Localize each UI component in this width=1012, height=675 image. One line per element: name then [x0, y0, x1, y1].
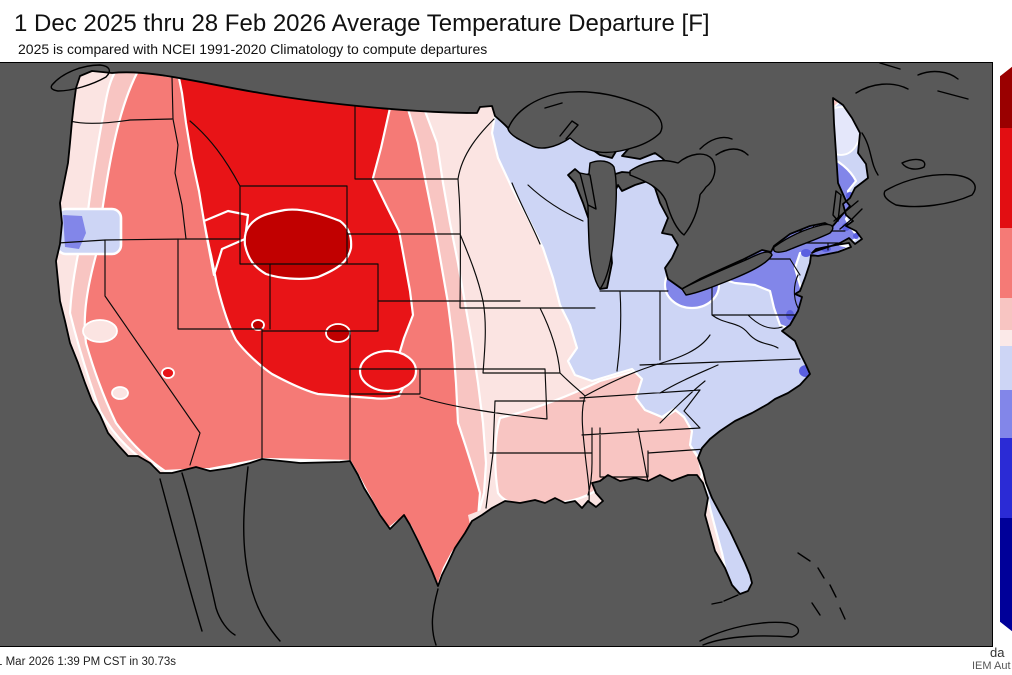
contour-darkred-core — [243, 208, 353, 280]
temperature-colorbar — [1000, 66, 1012, 632]
florida-keys — [711, 594, 739, 605]
contour-red-panhandle-blob — [358, 349, 418, 393]
contour-darkred-spot — [251, 319, 265, 331]
bahamas — [797, 552, 846, 620]
watermark-line2: IEM Aut — [972, 660, 1011, 672]
contour-cool-region — [490, 71, 868, 594]
watermark-line1: da — [990, 645, 1005, 660]
colorbar-segment — [1000, 228, 1012, 298]
prince-edward-island — [901, 158, 926, 170]
mexico-gulf-coast — [431, 588, 439, 646]
baja-california — [159, 472, 236, 636]
new-brunswick-coast — [861, 132, 879, 176]
temperature-departure-map — [0, 62, 993, 647]
page-title: 1 Dec 2025 thru 28 Feb 2026 Average Temp… — [14, 10, 710, 37]
patch-central-ca-pale — [82, 319, 118, 343]
conus-map-svg — [0, 63, 992, 646]
canada-coastlines — [50, 63, 976, 230]
header: 1 Dec 2025 thru 28 Feb 2026 Average Temp… — [0, 0, 1012, 62]
keweenaw-isle-royale — [544, 102, 579, 140]
st-lawrence — [833, 200, 863, 230]
colorbar-segment — [1000, 66, 1012, 128]
lake-ontario — [772, 223, 834, 253]
page-subtitle: 2025 is compared with NCEI 1991-2020 Cli… — [18, 41, 488, 57]
colorbar-segment — [1000, 128, 1012, 228]
lake-huron — [629, 153, 716, 236]
mexico-pacific-coast — [243, 466, 281, 642]
lake-michigan — [587, 160, 618, 290]
patch-socal-pale — [111, 386, 129, 400]
colorbar-segment — [1000, 330, 1012, 346]
tahoe-cool-anomaly — [56, 207, 123, 256]
colorbar-segment — [1000, 390, 1012, 438]
gaspe-and-islands — [855, 63, 969, 100]
cuba — [699, 621, 799, 646]
ontario-shores — [699, 136, 749, 156]
state-borders — [57, 76, 846, 509]
mexico-caribbean-coastlines — [159, 466, 846, 646]
nova-scotia — [883, 173, 976, 208]
lake-erie — [681, 251, 773, 296]
generation-timestamp: 1 Mar 2026 1:39 PM CST in 30.73s — [0, 656, 177, 668]
green-bay — [579, 172, 597, 210]
vancouver-island — [50, 64, 111, 92]
lake-champlain — [832, 190, 842, 222]
contour-red-az-spot — [161, 367, 175, 379]
great-lakes — [507, 91, 842, 296]
us-outline — [55, 70, 869, 595]
colorbar-segment — [1000, 518, 1012, 632]
colorbar-segment — [1000, 438, 1012, 518]
colorbar-segment — [1000, 298, 1012, 330]
colorbar-segment — [1000, 346, 1012, 390]
contour-darkred-sco — [325, 323, 351, 343]
